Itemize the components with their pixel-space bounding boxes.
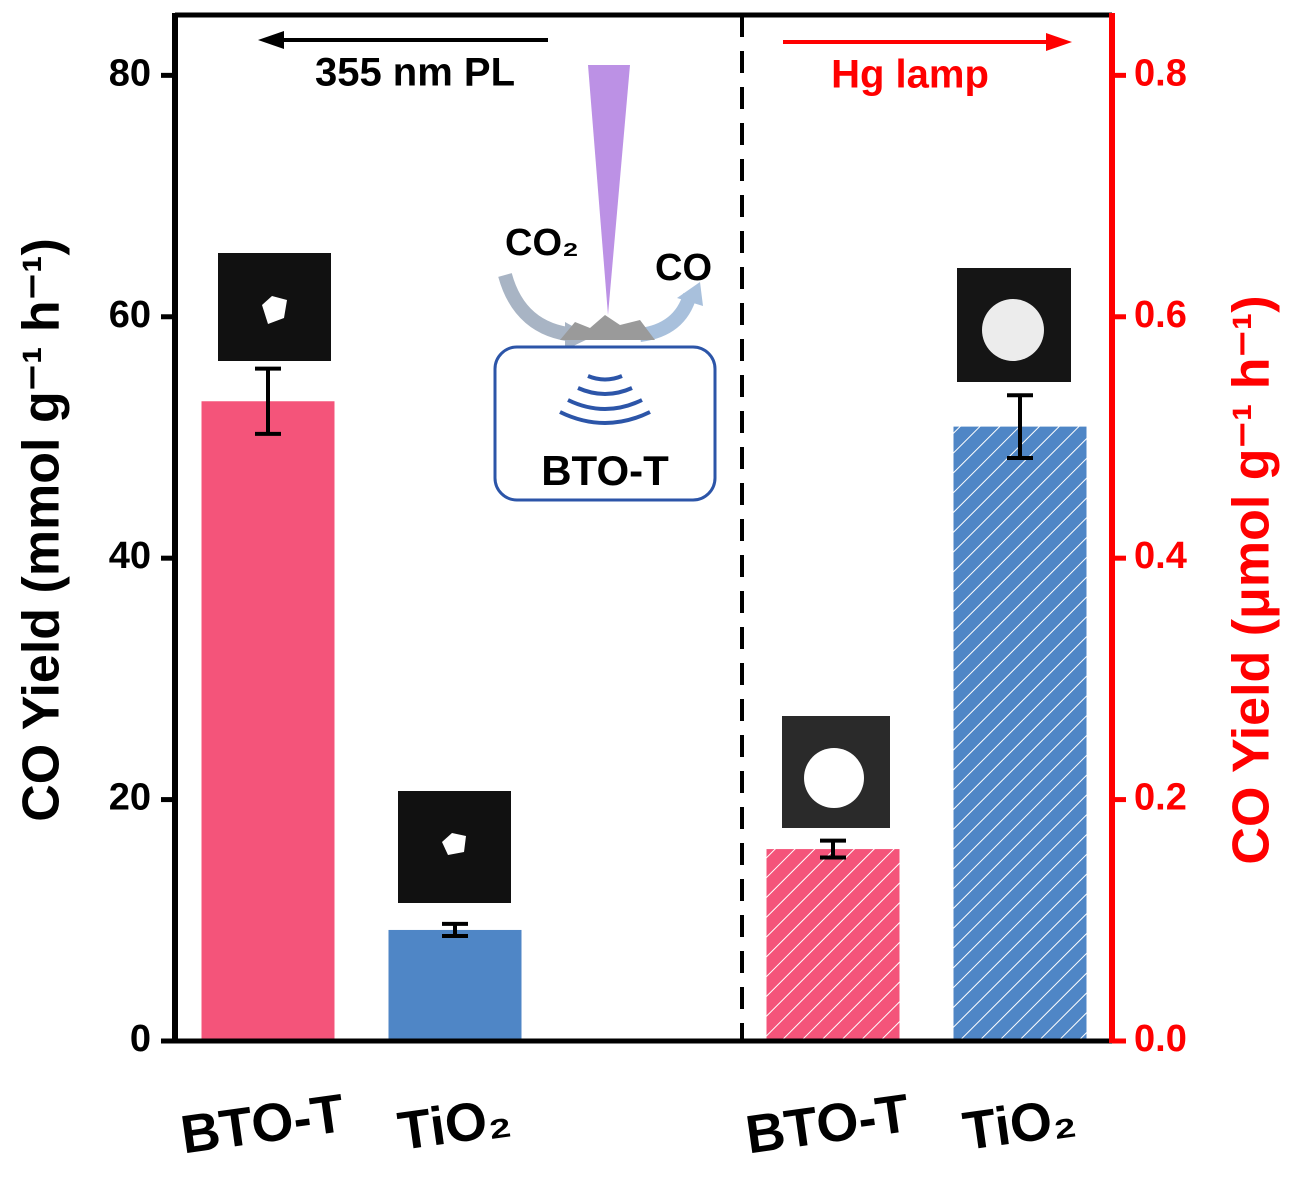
inset-product: CO bbox=[655, 247, 712, 289]
y2-tick-label: 0.0 bbox=[1134, 1018, 1187, 1060]
y-tick-label: 0 bbox=[130, 1018, 151, 1060]
y-tick-label: 20 bbox=[109, 777, 151, 819]
inset-reactant: CO₂ bbox=[505, 222, 579, 264]
x-tick-label: BTO-T bbox=[177, 1083, 348, 1165]
error-bar bbox=[820, 838, 846, 860]
error-bar bbox=[255, 366, 281, 436]
bar bbox=[953, 426, 1087, 1041]
y-axis-title: CO Yield (mmol g⁻¹ h⁻¹) bbox=[13, 238, 71, 822]
legend-label: Hg lamp bbox=[831, 53, 989, 97]
y-tick-label: 40 bbox=[109, 535, 151, 577]
bar bbox=[388, 929, 522, 1041]
inset-sample: BTO-T bbox=[541, 447, 669, 494]
y-tick-label: 60 bbox=[109, 294, 151, 336]
y-tick-label: 80 bbox=[109, 52, 151, 94]
x-tick-label: TiO₂ bbox=[959, 1087, 1079, 1162]
legend-arrowhead bbox=[1046, 33, 1072, 51]
legend-arrowhead bbox=[258, 31, 284, 49]
sample-photos bbox=[218, 253, 1071, 903]
bar bbox=[201, 401, 335, 1042]
y2-tick-label: 0.6 bbox=[1134, 294, 1187, 336]
x-tick-label: TiO₂ bbox=[394, 1087, 514, 1162]
y2-tick-label: 0.8 bbox=[1134, 52, 1187, 94]
y2-tick-label: 0.4 bbox=[1134, 535, 1187, 577]
error-bar bbox=[442, 921, 468, 938]
error-bar bbox=[1007, 393, 1033, 460]
legend-label: 355 nm PL bbox=[315, 51, 515, 95]
y2-axis-title: CO Yield (μmol g⁻¹ h⁻¹) bbox=[1223, 295, 1281, 864]
x-tick-label: BTO-T bbox=[742, 1083, 913, 1165]
y2-tick-label: 0.2 bbox=[1134, 777, 1187, 819]
inset-diagram: CO₂ CO BTO-T bbox=[493, 65, 717, 502]
bar bbox=[766, 849, 900, 1041]
